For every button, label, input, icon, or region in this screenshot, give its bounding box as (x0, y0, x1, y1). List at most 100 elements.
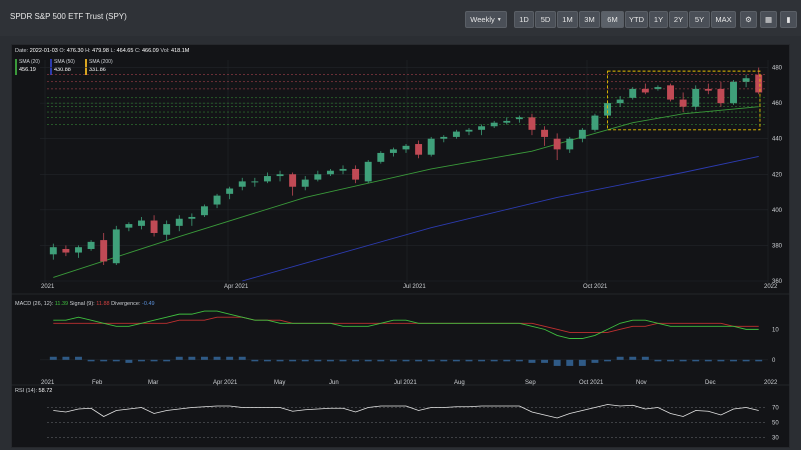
caret-down-icon: ▼ (496, 16, 502, 23)
macd-histogram-bar (138, 359, 145, 362)
highlight-box (607, 70, 761, 131)
candle-body (364, 161, 372, 182)
range-button-3m[interactable]: 3M (579, 11, 600, 28)
macd-histogram-bar (616, 356, 624, 360)
candle-body (515, 117, 523, 120)
candle-body (200, 206, 208, 216)
month-axis-label: Mar (148, 380, 158, 386)
range-button-1d[interactable]: 1D (514, 11, 534, 28)
macd-histogram-bar (427, 359, 435, 362)
range-button-1y[interactable]: 1Y (649, 11, 668, 28)
macd-histogram-bar (629, 356, 637, 360)
interval-dropdown[interactable]: Weekly ▼ (465, 11, 507, 28)
range-button-max[interactable]: MAX (711, 11, 736, 28)
macd-histogram-bar (730, 359, 737, 362)
macd-histogram-bar (352, 359, 360, 362)
candle-body (389, 149, 397, 153)
candle-body (591, 115, 599, 130)
candle-body (213, 195, 221, 205)
chart-panel[interactable] (11, 44, 790, 448)
time-axis-label: Oct 2021 (583, 284, 608, 290)
rsi-axis-label: 70 (772, 406, 779, 412)
macd-histogram-bar (503, 359, 511, 362)
macd-histogram-bar (62, 356, 70, 360)
macd-histogram-bar (528, 359, 536, 363)
candle-body (326, 170, 334, 175)
bar-chart-icon[interactable]: ▮ (780, 11, 797, 28)
range-button-2y[interactable]: 2Y (669, 11, 688, 28)
range-button-1m[interactable]: 1M (557, 11, 578, 28)
month-axis-label: 2022 (764, 380, 778, 386)
macd-histogram-bar (440, 359, 448, 362)
macd-histogram-bar (289, 359, 297, 362)
month-axis-label: Feb (92, 380, 103, 386)
candle-body (112, 229, 120, 264)
macd-histogram-bar (478, 359, 486, 362)
candle-body (629, 88, 637, 98)
candle-body (163, 224, 171, 235)
time-axis-label: 2021 (41, 284, 55, 290)
price-axis-label: 360 (772, 279, 783, 285)
range-button-6m[interactable]: 6M (601, 11, 624, 28)
candle-body (251, 181, 259, 183)
month-axis-label: Dec (705, 380, 716, 386)
macd-histogram-bar (251, 359, 259, 362)
sma-50-line (242, 156, 759, 282)
candle-body (87, 241, 95, 249)
macd-histogram-bar (415, 359, 423, 362)
rsi-line (53, 404, 759, 419)
candle-body (730, 81, 737, 104)
candle-body (415, 144, 423, 155)
month-axis-label: Apr 2021 (213, 380, 238, 386)
macd-histogram-bar (339, 359, 347, 362)
candle-body (238, 181, 246, 187)
candle-body (490, 122, 498, 127)
range-button-ytd[interactable]: YTD (625, 11, 648, 28)
calculator-icon[interactable]: ▦ (760, 11, 777, 28)
candle-body (679, 99, 687, 107)
settings-icon[interactable]: ⚙ (740, 11, 757, 28)
candle-body (553, 138, 561, 150)
candle-body (188, 216, 196, 219)
range-button-5y[interactable]: 5Y (689, 11, 710, 28)
macd-histogram-bar (692, 359, 700, 362)
candle-body (377, 152, 385, 162)
chart-title: SPDR S&P 500 ETF Trust (SPY) (10, 12, 127, 21)
interval-label: Weekly (470, 15, 495, 24)
macd-histogram-bar (742, 359, 750, 362)
macd-histogram-bar (213, 356, 221, 360)
candle-body (667, 85, 674, 100)
time-axis-label: Jul 2021 (403, 284, 426, 290)
candle-body (541, 129, 549, 137)
macd-histogram-bar (704, 359, 712, 362)
price-axis-label: 480 (772, 66, 783, 72)
macd-histogram-bar (654, 359, 662, 362)
ohlc-readout: Date: 2022-01-03 O: 476.30 H: 479.98 L: … (15, 48, 190, 54)
candle-body (692, 88, 700, 107)
month-axis-label: Jun (329, 380, 339, 386)
macd-axis-label: 0 (772, 358, 776, 364)
candle-body (742, 78, 750, 82)
macd-histogram-bar (263, 359, 271, 362)
macd-readout: MACD (26, 12): 11.39 Signal (9): 11.88 D… (15, 301, 155, 307)
candle-body (49, 247, 57, 255)
macd-histogram-bar (125, 359, 133, 363)
macd-histogram-bar (578, 359, 586, 366)
candle-body (478, 126, 486, 130)
macd-histogram-bar (667, 359, 674, 362)
candle-body (138, 220, 145, 226)
range-button-5d[interactable]: 5D (535, 11, 556, 28)
macd-axis-label: 10 (772, 327, 779, 333)
time-axis-label: 2022 (764, 284, 778, 290)
macd-histogram-bar (389, 359, 397, 362)
sma-20-legend: SMA (20) 456.19 (15, 59, 55, 75)
price-axis-label: 420 (772, 172, 783, 178)
macd-histogram-bar (402, 359, 410, 362)
macd-histogram-bar (641, 356, 649, 360)
month-axis-label: Oct 2021 (579, 380, 604, 386)
candle-body (654, 87, 662, 89)
candle-body (717, 88, 725, 104)
candle-body (125, 224, 133, 228)
macd-histogram-bar (377, 359, 385, 362)
